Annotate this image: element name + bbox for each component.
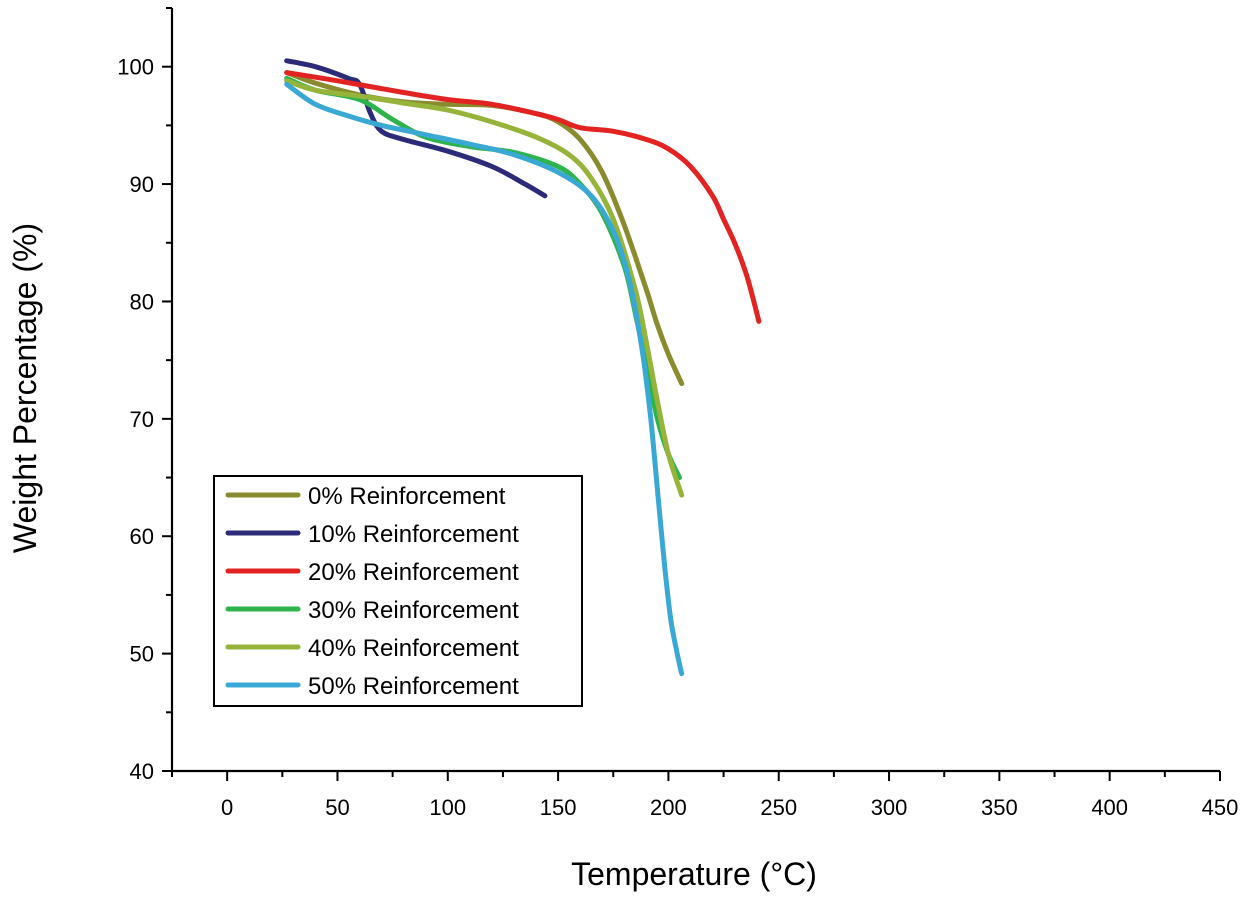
ticks xyxy=(162,7,1221,781)
y-tick-label: 80 xyxy=(130,289,154,314)
x-tick-label: 200 xyxy=(650,795,687,820)
x-tick-label: 150 xyxy=(540,795,577,820)
x-tick-label: 50 xyxy=(325,795,349,820)
legend: 0% Reinforcement 10% Reinforcement 20% Rei… xyxy=(213,475,583,707)
legend-label-2: 20% Reinforcement xyxy=(308,559,519,586)
series-line-3 xyxy=(284,75,682,480)
y-tick-label: 50 xyxy=(130,642,154,667)
x-tick-label: 0 xyxy=(221,795,233,820)
x-tick-label: 100 xyxy=(429,795,466,820)
series-line-2 xyxy=(284,70,762,324)
series-line-1 xyxy=(284,58,548,199)
legend-box xyxy=(213,475,583,707)
y-tick-labels: 40 50 60 70 80 90 100 xyxy=(117,55,154,784)
x-tick-label: 300 xyxy=(871,795,908,820)
x-tick-label: 350 xyxy=(981,795,1018,820)
y-tick-label: 90 xyxy=(130,172,154,197)
y-axis-title: Weight Percentage (%) xyxy=(7,223,43,553)
legend-label-5: 50% Reinforcement xyxy=(308,673,519,700)
legend-label-3: 30% Reinforcement xyxy=(308,597,519,624)
x-axis-title: Temperature (°C) xyxy=(571,856,817,892)
legend-label-0: 0% Reinforcement xyxy=(308,483,506,510)
legend-label-4: 40% Reinforcement xyxy=(308,635,519,662)
series-line-5 xyxy=(284,81,685,677)
y-tick-label: 60 xyxy=(130,524,154,549)
y-tick-label: 40 xyxy=(130,759,154,784)
x-tick-label: 450 xyxy=(1202,795,1239,820)
y-tick-label: 100 xyxy=(117,55,154,80)
series-group xyxy=(284,58,762,677)
x-tick-label: 400 xyxy=(1091,795,1128,820)
y-tick-label: 70 xyxy=(130,407,154,432)
series-line-4 xyxy=(284,78,685,498)
x-tick-labels: 0 50 100 150 200 250 300 350 400 450 xyxy=(221,795,1238,820)
x-tick-label: 250 xyxy=(760,795,797,820)
legend-label-1: 10% Reinforcement xyxy=(308,521,519,548)
axes xyxy=(170,8,1220,773)
